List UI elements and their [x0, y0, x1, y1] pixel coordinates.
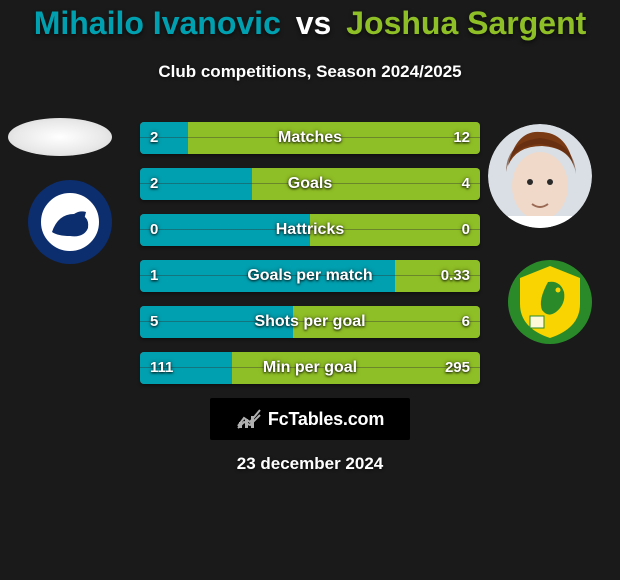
footer-date: 23 december 2024 — [0, 454, 620, 474]
brand-text: FcTables.com — [268, 409, 384, 430]
vs-text: vs — [296, 5, 332, 41]
player1-name: Mihailo Ivanovic — [34, 5, 281, 41]
stat-row: 00Hattricks — [140, 214, 480, 246]
stat-row: 24Goals — [140, 168, 480, 200]
player2-club-crest — [508, 260, 592, 344]
stat-row: 10.33Goals per match — [140, 260, 480, 292]
comparison-title: Mihailo Ivanovic vs Joshua Sargent — [0, 6, 620, 41]
stat-label: Goals — [140, 168, 480, 200]
player2-name: Joshua Sargent — [346, 5, 586, 41]
stat-label: Shots per goal — [140, 306, 480, 338]
comparison-infographic: Mihailo Ivanovic vs Joshua Sargent Club … — [0, 0, 620, 580]
stat-row: 111295Min per goal — [140, 352, 480, 384]
stat-label: Matches — [140, 122, 480, 154]
chart-icon — [236, 408, 262, 430]
stat-row: 56Shots per goal — [140, 306, 480, 338]
stat-row: 212Matches — [140, 122, 480, 154]
stat-label: Goals per match — [140, 260, 480, 292]
stat-label: Min per goal — [140, 352, 480, 384]
player1-avatar — [8, 118, 112, 156]
player2-avatar — [488, 124, 592, 228]
brand-badge: FcTables.com — [210, 398, 410, 440]
stat-label: Hattricks — [140, 214, 480, 246]
player1-club-crest — [28, 180, 112, 264]
subtitle: Club competitions, Season 2024/2025 — [0, 62, 620, 82]
stats-panel: 212Matches 24Goals 00Hattricks 10.33Goals p… — [140, 122, 480, 398]
